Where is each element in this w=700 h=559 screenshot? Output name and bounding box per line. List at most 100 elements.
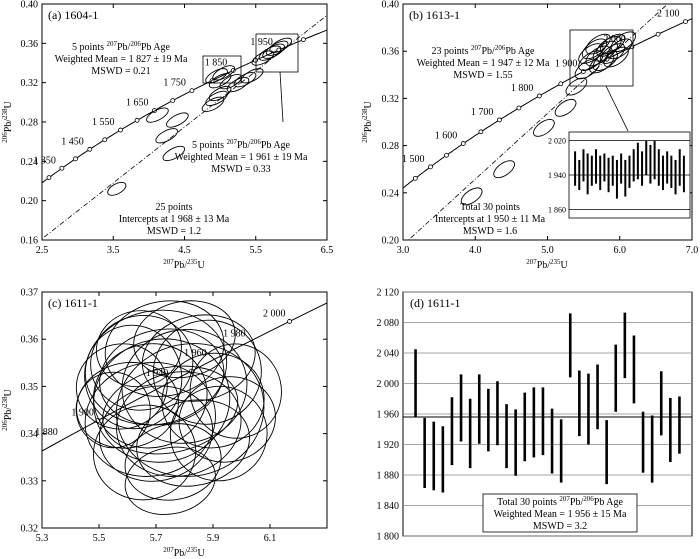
- panel-d-ytick-label: 2 040: [377, 349, 400, 360]
- panel-b-concordia-group: [372, 4, 692, 240]
- panel-b-annot-1-line-1: 23 points 207Pb/206Pb Age: [432, 44, 536, 57]
- panel-b-concordia-marker: [385, 199, 389, 203]
- panel-a-box-1950: [255, 33, 299, 73]
- panel-b-concordia-marker: [428, 164, 433, 170]
- panel-b-concordia-marker: [497, 117, 502, 123]
- panel-b-data-ellipse: [599, 33, 626, 55]
- panel-d-ytick-label: 2 000: [377, 379, 400, 390]
- panel-b-plot: 1 500 1 600 1 700 1 800 1 900 2 000 2 100 23 po…: [372, 4, 692, 240]
- panel-a-annot-3-line-1: 25 points: [156, 202, 193, 213]
- panel-b-zoom-box: [569, 29, 634, 87]
- panel-b-annot-2-line-2: Intercepts at 1 950 ± 11 Ma: [435, 214, 546, 225]
- panel-a-xlabel: 207Pb/235U: [163, 258, 205, 271]
- panel-b-data-ellipse: [607, 38, 633, 60]
- panel-c-xtick-label: 6.1: [264, 533, 277, 544]
- panel-b-concordia-marker: [412, 175, 418, 181]
- panel-b-leader: [605, 85, 629, 132]
- panel-b-data-ellipse: [533, 118, 555, 137]
- panel-b-ytick-label: 0.36: [382, 47, 400, 58]
- panel-c-axes: 5.3 5.5 5.7 5.9 6.1 0.32 0.33 0.34 0.35 0.36 0.37: [21, 288, 327, 544]
- panel-b-concordia-age-label: 2 100: [657, 9, 680, 20]
- panel-c-frame: [41, 291, 328, 529]
- panel-d-annot-line-1: Total 30 points 207Pb/206Pb Age: [497, 495, 623, 508]
- panel-b-concordia-marker: [403, 188, 404, 191]
- panel-b-ytick-label: 0.32: [382, 94, 400, 105]
- panel-d-ytick-label: 2 080: [377, 318, 400, 329]
- panel-c-concordia-age-label: 1 900: [71, 408, 94, 419]
- panel-d-ytick-label: 1 960: [377, 410, 400, 421]
- panel-a-concordia-age-label: 1 850: [205, 57, 228, 68]
- panel-d: 1 800 1 840 1 880 1 920 1 960 2 000 2 040 2 080…: [377, 288, 693, 543]
- panel-a-xtick-label: 5.5: [250, 245, 263, 256]
- panel-a-ytick-label: 0.32: [21, 78, 39, 89]
- panel-b-annot-1-line-3: MSWD = 1.55: [453, 70, 512, 81]
- panel-b-ylabel: 206Pb/238U: [361, 100, 374, 142]
- panel-a-data-ellipse: [146, 107, 169, 123]
- panel-b-concordia-marker: [516, 105, 522, 111]
- panel-c-concordia-age-label: 1 960: [184, 348, 207, 359]
- panel-b-data-ellipse: [578, 43, 604, 64]
- panel-a-data-ellipse: [208, 85, 232, 102]
- panel-a-annot-2-line-3: MSWD = 0.33: [211, 164, 270, 175]
- panel-a-data-ellipse: [162, 145, 186, 162]
- panel-c-data-ellipse: [169, 385, 268, 482]
- panel-c-data-ellipse: [90, 314, 194, 411]
- panel-b-inset-ytick-label: 2 020: [548, 137, 566, 146]
- panel-a-data-ellipse: [240, 68, 264, 84]
- panel-a-concordia-age-label: 1 750: [163, 78, 186, 89]
- panel-d-ytick-label: 1 880: [377, 471, 400, 482]
- panel-c-xtick-label: 5.9: [207, 533, 220, 544]
- panel-a-concordia-age-label: 1 650: [126, 97, 149, 108]
- panel-b-xtick-label: 3.0: [397, 245, 410, 256]
- panel-b-xtick-label: 5.0: [541, 245, 554, 256]
- panel-a-data-ellipse: [155, 128, 178, 144]
- panel-d-annot-line-2: Weighted Mean = 1 956 ± 15 Ma: [494, 509, 627, 520]
- panel-c: (c) 1611-1 5.3 5.5 5.7 5.9 6.1 0.32 0.33 0.34 0.…: [1, 288, 328, 559]
- panel-c-data-ellipse: [178, 376, 276, 463]
- panel-c-concordia-age-label: 1 980: [223, 328, 246, 339]
- panel-a-concordia-marker: [326, 28, 327, 31]
- panel-a-concordia-marker: [46, 175, 52, 181]
- panel-b-concordia-marker: [444, 152, 449, 158]
- panel-a-concordia-marker: [134, 117, 140, 123]
- panel-a-concordia-marker: [118, 127, 123, 133]
- panel-c-data-ellipse: [116, 371, 242, 478]
- panel-a-concordia-age-label: 1 550: [92, 117, 115, 128]
- panel-a-data-ellipse: [208, 73, 232, 89]
- panel-b-data-ellipse: [603, 46, 629, 68]
- panel-b-data-ellipse: [460, 187, 483, 206]
- panel-c-ytick-label: 0.34: [21, 429, 39, 440]
- panel-b-data-ellipse: [592, 50, 618, 71]
- panel-c-data-ellipse: [161, 352, 265, 449]
- panel-b-data-ellipse: [493, 160, 516, 179]
- panel-c-ylabel: 206Pb/238U: [1, 388, 14, 430]
- panel-a-data-ellipse: [226, 77, 250, 93]
- panel-c-data-ellipse: [104, 300, 225, 397]
- panel-c-xtick-label: 5.3: [36, 533, 49, 544]
- panel-b-data-ellipse: [610, 31, 636, 53]
- panel-a-concordia-age-label: 1 950: [250, 37, 273, 48]
- panel-a-concordia-marker: [354, 17, 358, 21]
- panel-b-concordia-age-label: 1 700: [471, 107, 494, 118]
- panel-b: (b) 1613-1 3.0 4.0 5.0 6.0 7.0 0.20 0.24 0.28 0.…: [361, 0, 699, 271]
- panel-a-concordia-marker: [87, 146, 93, 152]
- panel-b-data-ellipse: [585, 33, 611, 55]
- panel-b-ytick-label: 0.20: [382, 236, 400, 247]
- panel-a-plot: 1 350 1 450 1 550 1 650 1 750 1 850 1 950 5 poi…: [33, 14, 358, 240]
- panel-b-concordia-marker: [372, 210, 376, 214]
- panel-a-concordia-marker: [35, 185, 39, 189]
- panel-c-xlabel: 207Pb/235U: [163, 546, 205, 559]
- panel-b-concordia-age-label: 2 000: [603, 34, 626, 45]
- panel-b-xlabel: 207Pb/235U: [526, 258, 568, 271]
- panel-c-ytick-label: 0.33: [21, 476, 39, 487]
- panel-d-ytick-label: 1 840: [377, 501, 400, 512]
- panel-a-ytick-label: 0.24: [21, 157, 39, 168]
- panel-c-data-ellipse: [93, 338, 231, 463]
- panel-c-concordia-age-label: 2 000: [263, 308, 286, 319]
- panel-a-xtick-label: 4.5: [178, 245, 191, 256]
- panel-c-xtick-label: 5.5: [93, 533, 106, 544]
- panel-a-ytick-label: 0.40: [21, 0, 39, 11]
- panel-b-xtick-label: 7.0: [686, 245, 699, 256]
- panel-b-ytick-label: 0.28: [382, 141, 400, 152]
